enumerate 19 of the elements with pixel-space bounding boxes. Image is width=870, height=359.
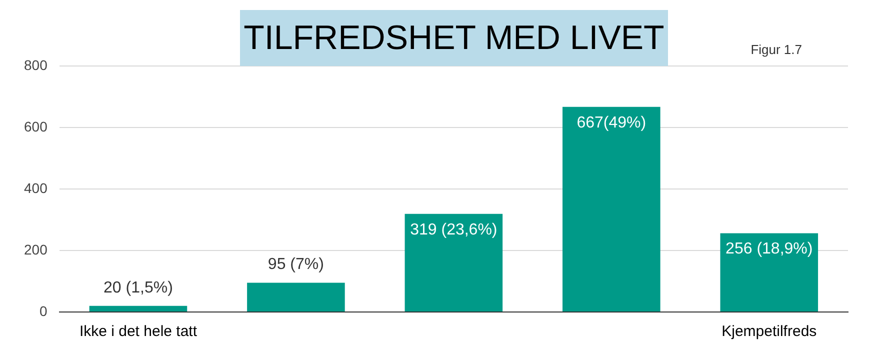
bar — [89, 306, 188, 312]
data-label: 95 (7%) — [268, 256, 324, 274]
data-label: 667(49%) — [576, 114, 646, 132]
y-tick-label: 200 — [24, 241, 48, 258]
x-tick-label: Ikke i det hele tatt — [79, 323, 198, 340]
y-tick-label: 800 — [24, 56, 48, 73]
chart-title: TILFREDSHET MED LIVET — [240, 10, 668, 66]
text: Figur 1.7 — [750, 42, 802, 57]
y-tick-label: 600 — [24, 118, 48, 134]
bar — [720, 233, 818, 312]
bar — [404, 214, 503, 312]
y-tick-label: 400 — [24, 180, 48, 196]
data-label: 20 (1,5%) — [104, 279, 173, 296]
x-tick-label: Kjempetilfreds — [722, 323, 817, 340]
data-label: 256 (18,9%) — [726, 240, 813, 258]
y-tick-label: 0 — [40, 302, 48, 319]
bar — [562, 106, 660, 312]
data-label: 319 (23,6%) — [410, 221, 498, 238]
bar — [247, 282, 345, 312]
